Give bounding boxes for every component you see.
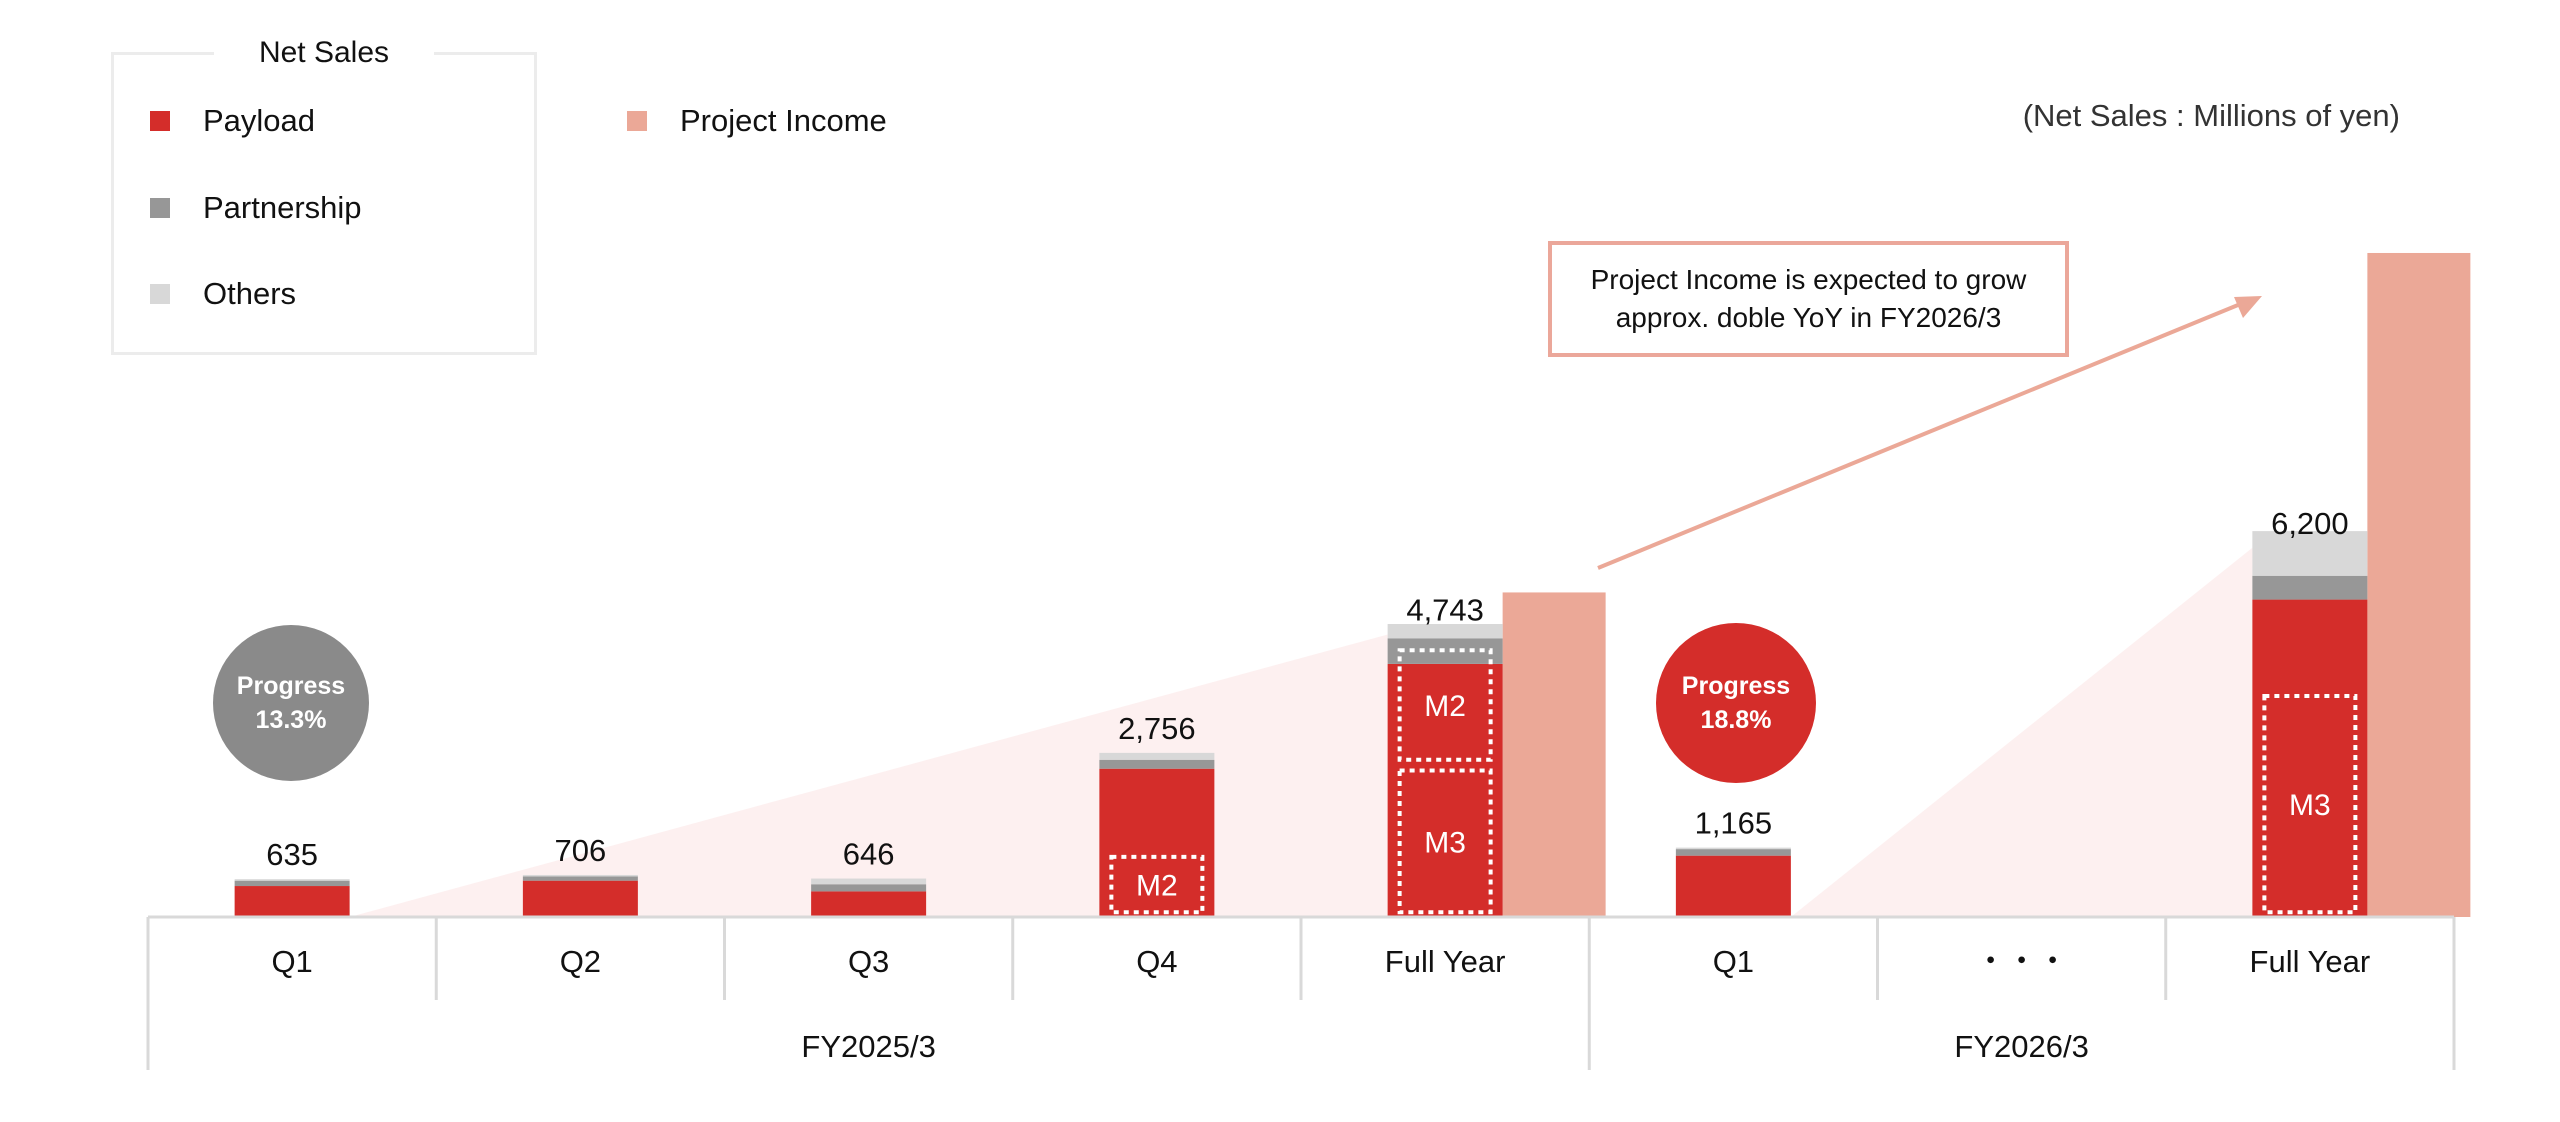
annotation-text: Project Income is expected to grow appro… bbox=[1590, 264, 2027, 333]
x-tick-label: Q3 bbox=[848, 944, 889, 979]
milestone-box bbox=[1109, 854, 1205, 915]
milestone-label: M3 bbox=[1424, 826, 1466, 859]
bar-segment-others bbox=[1675, 847, 1791, 850]
bar-segment-others bbox=[1099, 752, 1215, 760]
total-label: 646 bbox=[843, 837, 895, 872]
bar-segment-payload bbox=[234, 886, 350, 917]
legend-swatch-others bbox=[150, 284, 170, 304]
annotation-callout: Project Income is expected to grow appro… bbox=[1548, 241, 2069, 357]
total-label: 4,743 bbox=[1406, 593, 1484, 628]
progress-label: Progress bbox=[1681, 672, 1791, 700]
legend-swatch-partnership bbox=[150, 198, 170, 218]
total-label: 6,200 bbox=[2271, 506, 2349, 541]
milestone-box bbox=[1397, 768, 1493, 915]
bar-segment-partnership bbox=[2252, 575, 2368, 600]
bar-segment-payload bbox=[1387, 663, 1503, 917]
total-label: 2,756 bbox=[1118, 711, 1196, 746]
bar-segment-others bbox=[1387, 623, 1503, 639]
x-tick-label: Q2 bbox=[560, 944, 601, 979]
legend bbox=[111, 52, 537, 355]
milestone-label: M2 bbox=[1424, 690, 1466, 723]
progress-bubble-fy2025: Progress 13.3% bbox=[213, 625, 369, 781]
bar-segment-partnership bbox=[234, 880, 350, 887]
x-tick-label: Q4 bbox=[1136, 944, 1177, 979]
bar-segment-partnership bbox=[1675, 849, 1791, 856]
legend-swatch-payload bbox=[150, 111, 170, 131]
group-label: FY2025/3 bbox=[801, 1029, 935, 1064]
progress-value: 18.8% bbox=[1700, 706, 1772, 734]
bar-segment-payload bbox=[1099, 768, 1215, 917]
bar-segment-payload bbox=[522, 880, 638, 917]
bar-project-income bbox=[1502, 592, 1606, 917]
bar-segment-partnership bbox=[811, 884, 927, 892]
milestone-box bbox=[2262, 694, 2358, 915]
legend-label-project-income: Project Income bbox=[680, 103, 887, 138]
bar-segment-partnership bbox=[522, 876, 638, 881]
bar-segment-others bbox=[2252, 531, 2368, 576]
progress-bubble-fy2026: Progress 18.8% bbox=[1656, 623, 1816, 783]
legend-item-partnership: Partnership bbox=[150, 186, 362, 230]
x-tick-label: Q1 bbox=[271, 944, 312, 979]
growth-arrow-head bbox=[2234, 296, 2262, 318]
bar-segment-partnership bbox=[1099, 759, 1215, 769]
legend-label-others: Others bbox=[203, 276, 297, 311]
bar-segment-others bbox=[234, 879, 350, 881]
total-label: 1,165 bbox=[1695, 806, 1773, 841]
bar-segment-others bbox=[811, 878, 927, 885]
unit-note: (Net Sales : Millions of yen) bbox=[2022, 98, 2400, 133]
progress-label: Progress bbox=[236, 672, 346, 700]
trend-wedge-fy2026 bbox=[1790, 547, 2253, 917]
x-tick-label: Full Year bbox=[1385, 944, 1506, 979]
bar-segment-payload bbox=[811, 891, 927, 917]
total-label: 635 bbox=[266, 837, 318, 872]
total-label: 706 bbox=[555, 833, 607, 868]
legend-label-payload: Payload bbox=[203, 103, 316, 138]
x-tick-label: Full Year bbox=[2250, 944, 2371, 979]
growth-arrow-line bbox=[1597, 303, 2239, 570]
progress-value: 13.3% bbox=[255, 706, 327, 734]
x-tick-label: Q1 bbox=[1713, 944, 1754, 979]
bar-segment-payload bbox=[2252, 599, 2368, 917]
bar-segment-partnership bbox=[1387, 638, 1503, 664]
milestone-label: M2 bbox=[1136, 870, 1178, 903]
legend-title: Net Sales bbox=[214, 31, 434, 75]
milestone-label: M3 bbox=[2289, 789, 2331, 822]
legend-label-partnership: Partnership bbox=[203, 190, 362, 225]
legend-item-payload: Payload bbox=[150, 99, 315, 143]
legend-swatch-project-income bbox=[627, 111, 647, 131]
x-tick-label: ・・・ bbox=[1975, 944, 2068, 979]
bar-project-income bbox=[2367, 252, 2471, 918]
bar-segment-others bbox=[522, 874, 638, 877]
trend-wedge-fy2025 bbox=[349, 634, 1388, 917]
bar-segment-payload bbox=[1675, 855, 1791, 917]
group-label: FY2026/3 bbox=[1954, 1029, 2088, 1064]
legend-item-others: Others bbox=[150, 272, 296, 316]
legend-item-project-income: Project Income bbox=[627, 99, 887, 143]
